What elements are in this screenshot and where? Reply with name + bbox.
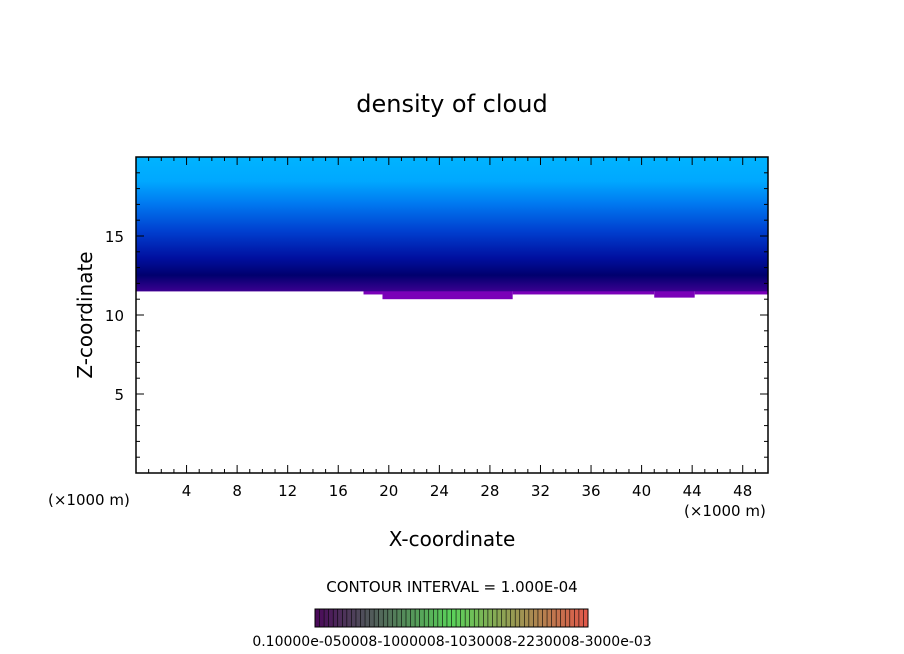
- y-tick-label: 10: [105, 307, 124, 325]
- x-tick-label: 16: [329, 482, 348, 500]
- colorbar-swatch: [410, 609, 416, 627]
- colorbar-swatch: [456, 609, 461, 627]
- colorbar-swatch: [478, 609, 484, 627]
- colorbar-swatch: [392, 609, 397, 627]
- colorbar-swatch: [360, 609, 366, 627]
- colorbar-swatch: [469, 609, 475, 627]
- colorbar-swatch: [460, 609, 466, 627]
- colorbar-swatch: [474, 609, 479, 627]
- colorbar-swatch: [483, 609, 488, 627]
- colorbar-swatch: [533, 609, 538, 627]
- x-tick-label: 48: [733, 482, 752, 500]
- x-tick-label: 32: [531, 482, 550, 500]
- x-tick-label: 24: [430, 482, 449, 500]
- colorbar-swatch: [583, 609, 588, 627]
- colorbar-swatch: [510, 609, 516, 627]
- colorbar-swatch: [406, 609, 411, 627]
- cloud-base-segment: [654, 289, 695, 298]
- colorbar-swatch: [437, 609, 443, 627]
- x-axis-label: X-coordinate: [389, 527, 516, 551]
- y-axis-label: Z-coordinate: [73, 251, 97, 378]
- x-tick-label: 40: [632, 482, 651, 500]
- colorbar-swatch: [524, 609, 529, 627]
- colorbar-swatch: [506, 609, 511, 627]
- colorbar-swatch: [315, 609, 320, 627]
- colorbar-swatch: [492, 609, 497, 627]
- colorbar-swatch: [442, 609, 447, 627]
- colorbar-swatch: [497, 609, 502, 627]
- colorbar-swatch: [346, 609, 352, 627]
- colorbar-swatch: [542, 609, 548, 627]
- colorbar-swatch: [428, 609, 434, 627]
- colorbar-swatch: [451, 609, 457, 627]
- x-tick-label: 28: [480, 482, 499, 500]
- chart-title: density of cloud: [356, 90, 547, 118]
- colorbar-swatch: [378, 609, 384, 627]
- colorbar-swatch: [355, 609, 361, 627]
- colorbar-swatch: [528, 609, 534, 627]
- colorbar-swatch: [465, 609, 470, 627]
- colorbar-swatch: [365, 609, 370, 627]
- x-tick-label: 8: [232, 482, 242, 500]
- colorbar-swatch: [487, 609, 493, 627]
- colorbar-swatch: [537, 609, 543, 627]
- x-tick-label: 12: [278, 482, 297, 500]
- contour-interval-text: CONTOUR INTERVAL = 1.000E-04: [326, 578, 577, 596]
- colorbar-swatch: [387, 609, 393, 627]
- colorbar-swatch: [351, 609, 356, 627]
- cloud-base-segment: [382, 289, 513, 300]
- cloud-base-segment: [363, 289, 383, 295]
- colorbar-swatch: [560, 609, 566, 627]
- colorbar-swatch: [433, 609, 438, 627]
- cloud-base-segment: [512, 289, 655, 295]
- colorbar-frame: [314, 608, 589, 628]
- colorbar-swatch: [374, 609, 379, 627]
- x-unit-left: (×1000 m): [48, 491, 130, 509]
- colorbar-labels: 0.10000e-050008-1000008-1030008-2230008-…: [252, 634, 651, 650]
- y-tick-label: 15: [105, 228, 124, 246]
- x-tick-label: 20: [379, 482, 398, 500]
- colorbar-swatch: [342, 609, 347, 627]
- cloud-density-region: [136, 157, 768, 292]
- colorbar-swatch: [333, 609, 338, 627]
- colorbar-swatch: [556, 609, 561, 627]
- colorbar-swatch: [574, 609, 579, 627]
- x-unit-right: (×1000 m): [684, 502, 766, 520]
- colorbar-swatch: [337, 609, 343, 627]
- colorbar-swatch: [401, 609, 406, 627]
- colorbar-swatch: [551, 609, 557, 627]
- y-tick-label: 5: [114, 386, 124, 404]
- x-tick-label: 36: [581, 482, 600, 500]
- cloud-base-segment: [694, 289, 768, 295]
- colorbar-swatch: [519, 609, 525, 627]
- x-tick-label: 4: [182, 482, 192, 500]
- colorbar-swatch: [369, 609, 375, 627]
- x-tick-label: 44: [683, 482, 702, 500]
- x-axis-ticks: 4 8 12 16 20 24 28 32 36 40 44 48: [148, 157, 756, 500]
- colorbar-swatch: [319, 609, 325, 627]
- colorbar-swatch: [324, 609, 329, 627]
- y-axis-ticks: 5 10 15: [105, 172, 768, 458]
- colorbar-swatch: [547, 609, 552, 627]
- colorbar-swatch: [578, 609, 584, 627]
- colorbar-swatch: [396, 609, 402, 627]
- colorbar: [314, 609, 588, 627]
- colorbar-swatch: [569, 609, 575, 627]
- colorbar-swatch: [383, 609, 388, 627]
- colorbar-swatch: [515, 609, 520, 627]
- colorbar-swatch: [424, 609, 429, 627]
- colorbar-swatch: [446, 609, 452, 627]
- colorbar-swatch: [565, 609, 570, 627]
- colorbar-swatch: [328, 609, 334, 627]
- colorbar-swatch: [415, 609, 420, 627]
- colorbar-swatch: [419, 609, 425, 627]
- colorbar-swatch: [501, 609, 507, 627]
